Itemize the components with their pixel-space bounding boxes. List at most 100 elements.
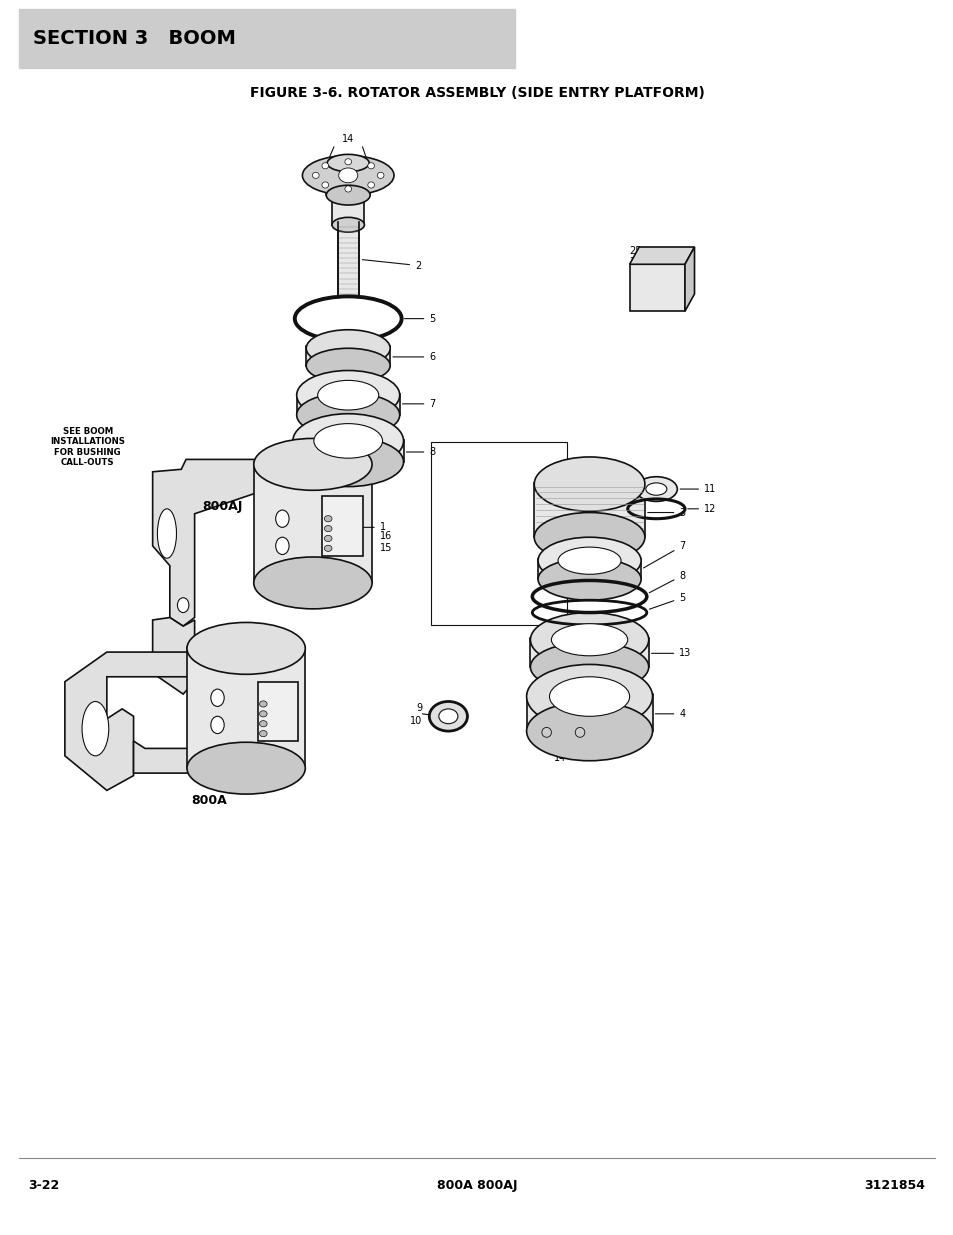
Ellipse shape	[344, 159, 351, 165]
Text: 6: 6	[393, 352, 435, 362]
Text: 16: 16	[379, 531, 392, 541]
Ellipse shape	[312, 173, 318, 179]
Ellipse shape	[327, 154, 369, 172]
Ellipse shape	[530, 613, 648, 667]
Text: 5: 5	[404, 314, 436, 324]
Ellipse shape	[211, 689, 224, 706]
Ellipse shape	[344, 185, 351, 193]
Ellipse shape	[326, 185, 370, 205]
Text: 8: 8	[649, 571, 684, 593]
Ellipse shape	[368, 163, 375, 169]
Ellipse shape	[211, 716, 224, 734]
Ellipse shape	[324, 516, 332, 522]
Ellipse shape	[438, 709, 457, 724]
Bar	[431, 442, 566, 625]
Ellipse shape	[324, 546, 332, 551]
Polygon shape	[65, 652, 189, 790]
Ellipse shape	[635, 477, 677, 501]
Bar	[253, 462, 372, 583]
Ellipse shape	[534, 513, 644, 562]
Bar	[296, 394, 399, 415]
Ellipse shape	[253, 557, 372, 609]
Ellipse shape	[332, 217, 364, 232]
Ellipse shape	[296, 370, 399, 420]
Text: 2: 2	[362, 259, 421, 270]
Bar	[306, 346, 390, 366]
Ellipse shape	[537, 558, 640, 600]
Bar	[326, 173, 370, 195]
Ellipse shape	[551, 624, 627, 656]
Ellipse shape	[157, 509, 176, 558]
Ellipse shape	[324, 536, 332, 542]
Ellipse shape	[306, 330, 390, 367]
Polygon shape	[152, 618, 194, 694]
Text: 10: 10	[410, 716, 422, 726]
Ellipse shape	[537, 537, 640, 584]
Ellipse shape	[253, 438, 372, 490]
Text: 14: 14	[554, 753, 565, 763]
Ellipse shape	[429, 701, 467, 731]
Ellipse shape	[645, 483, 666, 495]
Polygon shape	[152, 459, 282, 626]
Bar	[530, 638, 648, 667]
Text: 8: 8	[406, 447, 435, 457]
Ellipse shape	[275, 510, 289, 527]
Polygon shape	[629, 247, 694, 264]
Text: 3-22: 3-22	[29, 1179, 60, 1192]
Text: 4: 4	[655, 709, 684, 719]
Ellipse shape	[187, 622, 305, 674]
Ellipse shape	[306, 348, 390, 383]
Ellipse shape	[259, 721, 267, 726]
Text: KIT: KIT	[651, 283, 662, 293]
Text: 12: 12	[687, 504, 716, 514]
Ellipse shape	[558, 547, 620, 574]
Text: 9: 9	[416, 703, 422, 713]
Bar	[257, 682, 297, 741]
Bar	[187, 647, 305, 768]
Ellipse shape	[376, 173, 383, 179]
Bar	[293, 440, 403, 462]
Ellipse shape	[259, 731, 267, 736]
Text: 26: 26	[629, 257, 641, 267]
Text: 15: 15	[379, 543, 392, 553]
Bar	[322, 496, 362, 556]
Text: 14: 14	[342, 135, 354, 144]
Text: SECTION 3   BOOM: SECTION 3 BOOM	[33, 28, 236, 48]
Ellipse shape	[177, 598, 189, 613]
Bar	[537, 559, 640, 579]
Ellipse shape	[321, 182, 328, 188]
Ellipse shape	[296, 393, 399, 437]
Ellipse shape	[526, 701, 652, 761]
Text: SEE BOOM
INSTALLATIONS
FOR BUSHING
CALL-OUTS: SEE BOOM INSTALLATIONS FOR BUSHING CALL-…	[51, 427, 125, 467]
Ellipse shape	[187, 742, 305, 794]
Bar	[332, 193, 364, 225]
Ellipse shape	[541, 727, 551, 737]
Bar	[534, 483, 644, 537]
Ellipse shape	[575, 727, 584, 737]
Ellipse shape	[82, 701, 109, 756]
Ellipse shape	[302, 156, 394, 195]
Ellipse shape	[321, 163, 328, 169]
Text: 11: 11	[679, 484, 716, 494]
Ellipse shape	[314, 424, 382, 458]
Ellipse shape	[368, 182, 375, 188]
Ellipse shape	[293, 437, 403, 487]
Text: 7: 7	[643, 541, 685, 568]
Bar	[337, 222, 358, 296]
Ellipse shape	[549, 677, 629, 716]
Text: 800A 800AJ: 800A 800AJ	[436, 1179, 517, 1192]
Ellipse shape	[526, 664, 652, 729]
Ellipse shape	[259, 711, 267, 716]
Text: 3: 3	[647, 508, 684, 517]
Text: 25: 25	[629, 246, 641, 256]
Text: FIGURE 3-6. ROTATOR ASSEMBLY (SIDE ENTRY PLATFORM): FIGURE 3-6. ROTATOR ASSEMBLY (SIDE ENTRY…	[250, 85, 703, 100]
Ellipse shape	[259, 701, 267, 706]
Text: 1: 1	[325, 522, 385, 532]
Ellipse shape	[317, 380, 378, 410]
Text: 3121854: 3121854	[863, 1179, 924, 1192]
Text: 5: 5	[649, 593, 685, 609]
Ellipse shape	[324, 526, 332, 531]
Ellipse shape	[275, 537, 289, 555]
Ellipse shape	[530, 642, 648, 692]
Text: 800AJ: 800AJ	[202, 500, 242, 513]
